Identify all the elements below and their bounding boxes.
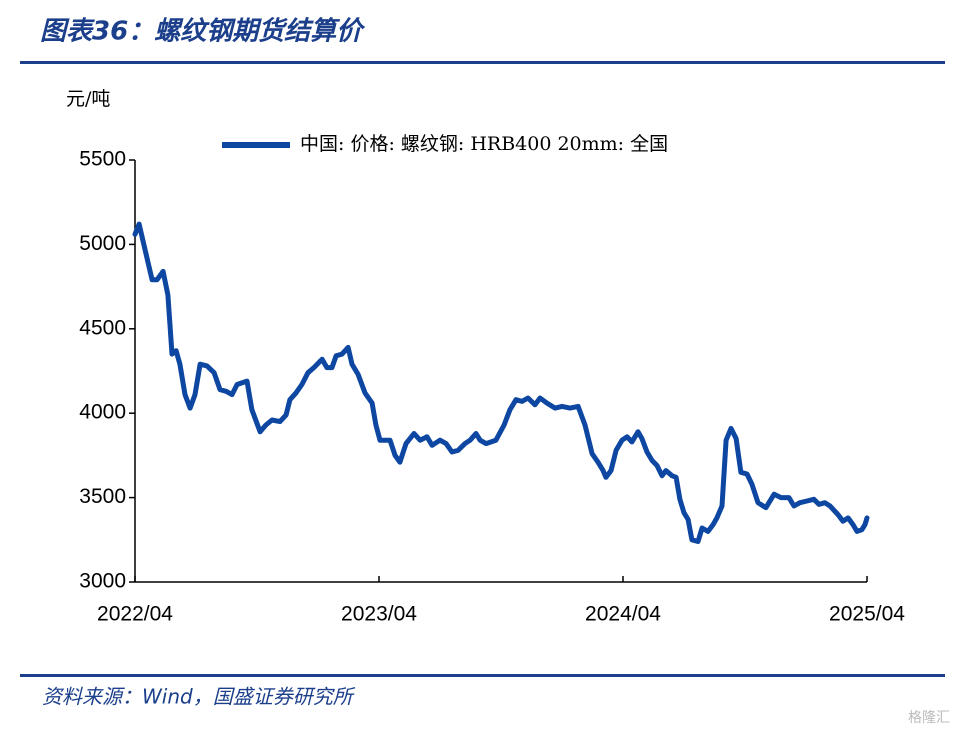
y-tick-label: 3500 (79, 485, 126, 508)
y-tick-label: 4500 (79, 316, 126, 339)
y-tick-label: 3000 (79, 570, 126, 593)
y-tick-label: 5000 (79, 232, 126, 255)
header-rule (20, 61, 945, 64)
x-tick-label: 2025/04 (829, 603, 905, 626)
legend-label: 中国: 价格: 螺纹钢: HRB400 20mm: 全国 (300, 133, 668, 155)
x-tick-label: 2024/04 (585, 603, 661, 626)
x-tick-label: 2022/04 (97, 603, 173, 626)
chart-title: 图表36：螺纹钢期货结算价 (40, 17, 366, 47)
line-series (132, 221, 870, 544)
x-tick-label: 2023/04 (341, 603, 417, 626)
y-tick-label: 4000 (79, 401, 126, 424)
source: 资料来源：Wind，国盛证券研究所 (42, 685, 356, 709)
y-axis-label: 元/吨 (66, 88, 110, 110)
watermark: 格隆汇 (908, 710, 950, 726)
y-tick-label: 5500 (79, 148, 126, 171)
footer-rule (20, 674, 945, 677)
